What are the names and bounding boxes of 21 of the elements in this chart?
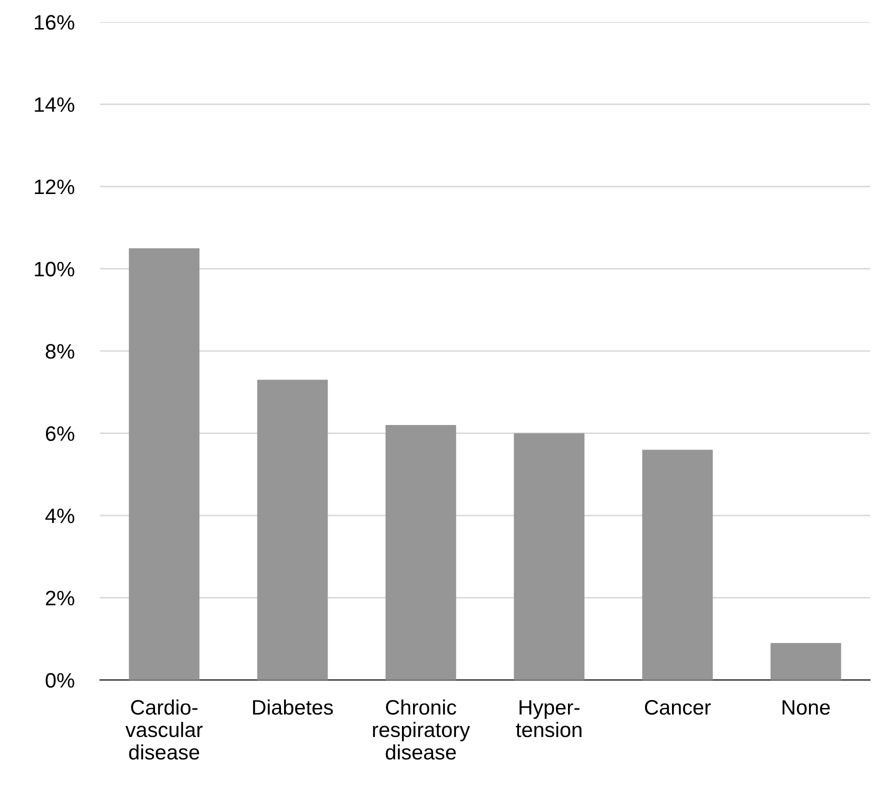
y-tick-label: 16% (34, 15, 74, 30)
y-tick-label: 8% (46, 344, 74, 359)
y-tick-label: 14% (34, 97, 74, 112)
y-tick-label: 4% (45, 508, 74, 524)
x-tick-label: Cardio- vascular disease (125, 699, 203, 760)
bar (386, 425, 456, 680)
bar (770, 642, 842, 680)
y-tick-label: 6% (46, 426, 74, 442)
x-tick-label: None (782, 700, 830, 715)
x-tick-label: Hyper- tension (516, 700, 582, 738)
y-tick-label: 2% (46, 590, 74, 606)
y-tick-label: 12% (34, 180, 74, 194)
x-tick-label: Cancer (644, 700, 711, 715)
bar (514, 433, 584, 680)
bar (257, 380, 328, 680)
y-tick-label: 10% (34, 262, 74, 277)
bar (128, 248, 200, 680)
bar (642, 450, 713, 680)
x-tick-label: Chronic respiratory disease (373, 699, 470, 760)
x-tick-label: Diabetes (253, 699, 333, 715)
y-tick-label: 0% (46, 673, 74, 688)
